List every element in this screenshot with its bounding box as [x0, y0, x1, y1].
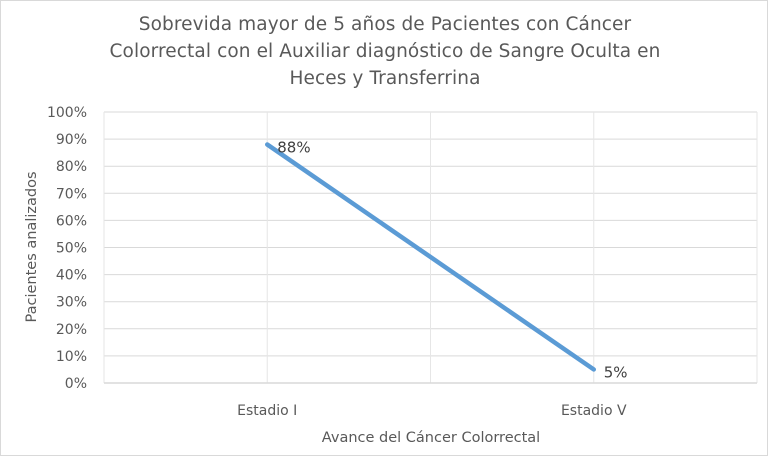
y-tick-label: 70% [56, 186, 87, 202]
y-axis-ticks: 0% 10% 20% 30% 40% 50% 60% 70% 80% 90% 100% [47, 105, 87, 392]
y-tick-label: 0% [65, 376, 87, 392]
y-tick-label: 30% [56, 295, 87, 311]
chart-title-line-2: Colorrectal con el Auxiliar diagnóstico … [109, 41, 661, 62]
y-tick-label: 20% [56, 322, 87, 338]
data-series: 88% 5% [265, 139, 628, 381]
x-tick-label: Estadio I [237, 403, 297, 419]
chart-title-line-1: Sobrevida mayor de 5 años de Pacientes c… [138, 14, 632, 35]
y-tick-label: 40% [56, 268, 87, 284]
chart-title: Sobrevida mayor de 5 años de Pacientes c… [61, 11, 709, 92]
y-tick-label: 100% [47, 105, 87, 121]
y-tick-label: 10% [56, 349, 87, 365]
x-axis-label: Avance del Cáncer Colorrectal [322, 430, 540, 446]
x-tick-label: Estadio V [561, 403, 627, 419]
x-axis-ticks: Estadio I Estadio V [237, 403, 627, 419]
series-line [265, 142, 596, 372]
y-tick-label: 60% [56, 213, 87, 229]
y-axis-label: Pacientes analizados [24, 171, 40, 322]
y-tick-label: 50% [56, 241, 87, 257]
data-label: 5% [604, 363, 628, 381]
y-tick-label: 90% [56, 132, 87, 148]
gridlines [103, 111, 758, 384]
data-label: 88% [277, 139, 310, 157]
y-tick-label: 80% [56, 159, 87, 175]
chart-title-line-3: Heces y Transferrina [289, 68, 481, 89]
